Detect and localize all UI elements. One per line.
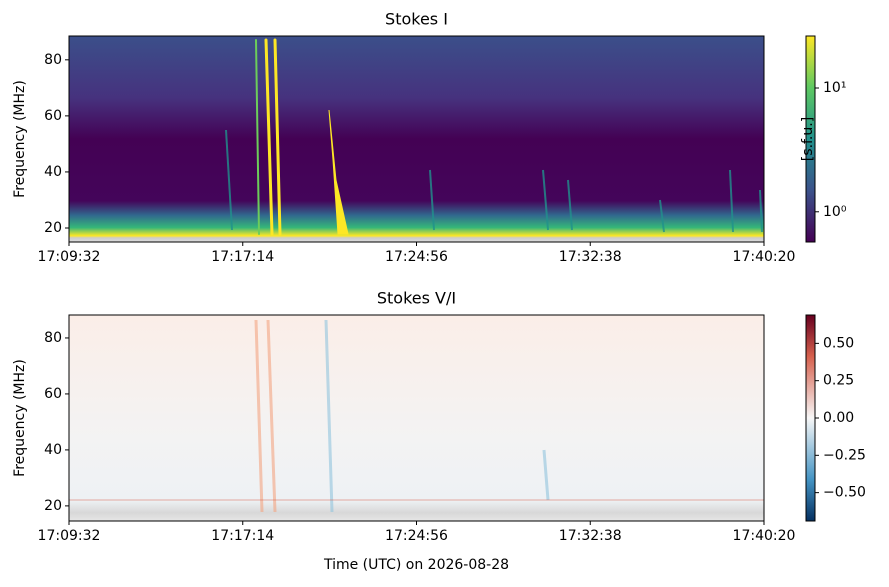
- x-tick-label: 17:17:14: [211, 249, 274, 265]
- x-tick-label: 17:17:14: [211, 528, 274, 544]
- colorbar: [806, 315, 815, 521]
- x-axis-label: Time (UTC) on 2026-08-28: [323, 557, 509, 573]
- colorbar-tick-label: 10⁰: [823, 204, 847, 220]
- x-tick-label: 17:24:56: [385, 528, 448, 544]
- colorbar-tick-label: 0.00: [823, 410, 854, 426]
- x-tick-label: 17:24:56: [385, 249, 448, 265]
- x-tick-label: 17:40:20: [733, 249, 796, 265]
- y-tick-label: 60: [44, 386, 62, 402]
- colorbar-tick-label: 10¹: [823, 80, 846, 96]
- x-tick-label: 17:09:32: [38, 528, 101, 544]
- colorbar-frame: [805, 35, 816, 243]
- y-axis-label: Frequency (MHz): [12, 359, 28, 477]
- colorbar-tick-label: 0.25: [823, 373, 854, 389]
- y-tick-label: 60: [44, 108, 62, 124]
- x-tick-label: 17:40:20: [733, 528, 796, 544]
- y-tick-label: 40: [44, 442, 62, 458]
- y-tick-label: 80: [44, 330, 62, 346]
- x-tick-label: 17:32:38: [559, 528, 622, 544]
- y-tick-label: 80: [44, 52, 62, 68]
- y-axis-label: Frequency (MHz): [12, 80, 28, 198]
- colorbar-tick-label: −0.25: [823, 447, 866, 463]
- spectrogram-image: [69, 36, 764, 521]
- y-tick-label: 20: [44, 220, 62, 236]
- y-tick-label: 40: [44, 164, 62, 180]
- colorbar: [806, 36, 815, 242]
- colorbar-label: [s.f.u.]: [800, 117, 816, 161]
- chart-title: Stokes V/I: [377, 289, 456, 308]
- colorbar-tick-label: −0.50: [823, 485, 866, 501]
- x-tick-label: 17:09:32: [38, 249, 101, 265]
- chart-title: Stokes I: [385, 10, 448, 29]
- colorbar-tick-label: 0.50: [823, 335, 854, 351]
- x-tick-label: 17:32:38: [559, 249, 622, 265]
- y-tick-label: 20: [44, 498, 62, 514]
